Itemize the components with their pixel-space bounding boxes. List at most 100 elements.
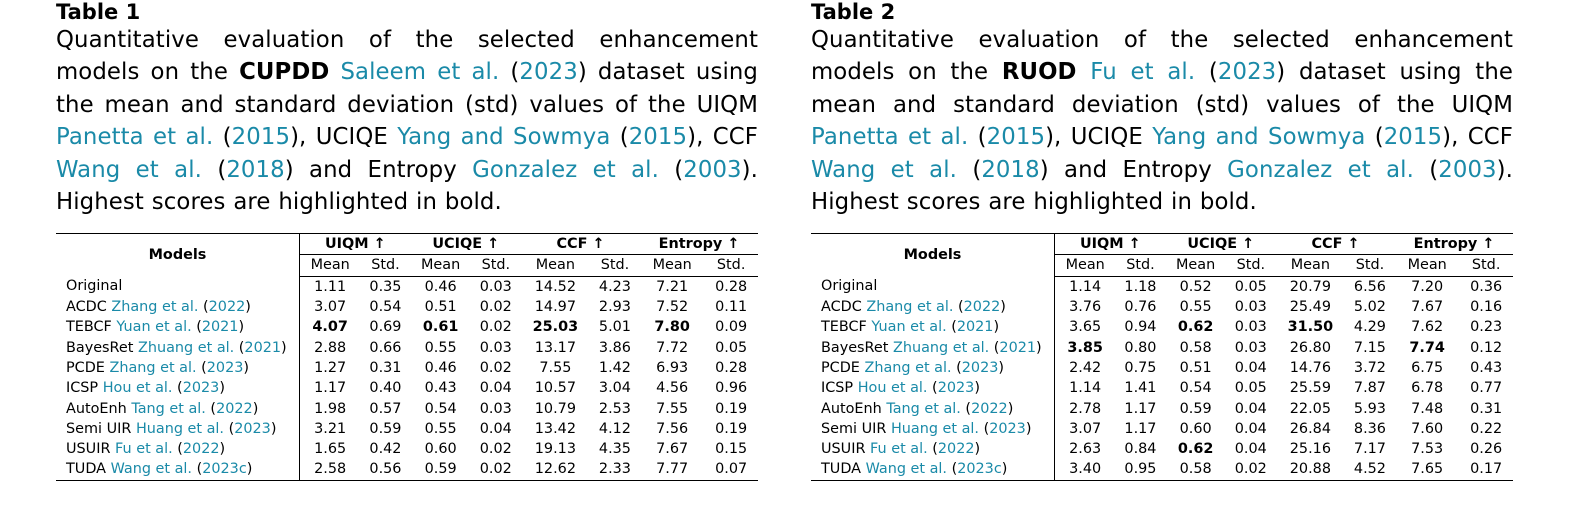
citation-link[interactable]: Zhang et al. — [111, 299, 199, 316]
model-name: AutoEnh — [66, 400, 127, 417]
citation-link[interactable]: Fu et al. — [115, 441, 173, 458]
citation-year[interactable]: 2022 — [971, 400, 1008, 417]
caption-text: ) dataset using the mean and standard de… — [811, 59, 1513, 118]
citation-link[interactable]: Gonzalez et al. — [1227, 156, 1414, 183]
model-cell: ICSP Hou et al. (2023) — [811, 378, 1055, 399]
value-cell: 3.85 — [1067, 339, 1103, 356]
caption-text: ( — [499, 59, 520, 86]
value-cell: 0.55 — [424, 339, 457, 356]
value-cell: 1.14 — [1069, 278, 1102, 295]
citation-link[interactable]: Yuan et al. — [116, 319, 192, 336]
citation-link[interactable]: Fu et al. — [870, 441, 928, 458]
citation-link[interactable]: 2018 — [226, 156, 285, 183]
citation-year[interactable]: 2023c — [957, 461, 1002, 478]
value-cell: 1.42 — [598, 359, 631, 376]
citation-link[interactable]: 2023 — [1217, 59, 1277, 86]
citation-year[interactable]: 2022 — [216, 400, 253, 417]
citation-link[interactable]: 2015 — [986, 124, 1046, 151]
value-cell: 13.17 — [534, 339, 576, 356]
value-cell: 4.29 — [1353, 319, 1386, 336]
citation-link[interactable]: Yang and Sowmya — [397, 124, 611, 151]
citation-link[interactable]: Tang et al. — [886, 400, 961, 417]
citation-year[interactable]: 2022 — [208, 299, 246, 316]
caption-text: ( — [658, 156, 684, 183]
table-block-2: Table 2 Quantitative evaluation of the se… — [811, 0, 1513, 481]
value-cell: 1.17 — [314, 380, 347, 397]
model-cell: AutoEnh Tang et al. (2022) — [811, 398, 1055, 419]
citation-link[interactable]: Wang et al. — [865, 461, 947, 478]
citation-year[interactable]: 2022 — [182, 441, 220, 458]
stat-header: Std. — [1115, 254, 1166, 277]
citation-link[interactable]: Yang and Sowmya — [1152, 124, 1366, 151]
citation-link[interactable]: Wang et al. — [110, 461, 192, 478]
stat-header: Mean — [410, 254, 471, 277]
citation-year[interactable]: 2021 — [201, 319, 239, 336]
model-name: PCDE — [66, 359, 105, 376]
citation-link[interactable]: Wang et al. — [811, 156, 958, 183]
citation-year[interactable]: 2023 — [206, 359, 244, 376]
citation-link[interactable]: Huang et al. — [890, 420, 979, 437]
value-cell: 0.09 — [715, 319, 748, 336]
table-title: Table 2 — [811, 0, 896, 24]
citation-link[interactable]: Zhang et al. — [866, 299, 954, 316]
citation-link[interactable]: Panetta et al. — [811, 124, 969, 151]
citation-link[interactable]: 2015 — [231, 124, 291, 151]
citation-link[interactable]: Hou et al. — [102, 380, 173, 397]
value-cell: 7.20 — [1411, 278, 1444, 295]
subheader-row: Mean Std. Mean Std. Mean Std. Mean Std. — [56, 254, 758, 277]
value-cell: 0.35 — [369, 278, 402, 295]
citation-link[interactable]: 2018 — [981, 156, 1040, 183]
citation-link[interactable]: Yuan et al. — [871, 319, 947, 336]
citation-year[interactable]: 2022 — [963, 299, 1001, 316]
value-cell: 0.03 — [479, 400, 512, 417]
citation-year[interactable]: 2021 — [244, 339, 282, 356]
model-cell: TEBCF Yuan et al. (2021) — [56, 317, 300, 338]
citation-year[interactable]: 2023 — [182, 380, 220, 397]
citation-year[interactable]: 2023 — [937, 380, 975, 397]
caption-text: ) dataset using the mean and standard de… — [56, 59, 759, 118]
citation-link[interactable]: Zhang et al. — [109, 359, 197, 376]
citation-link[interactable]: Tang et al. — [131, 400, 206, 417]
citation-year[interactable]: 2021 — [999, 339, 1037, 356]
citation-link[interactable]: Zhuang et al. — [893, 339, 990, 356]
citation-link[interactable]: 2003 — [683, 156, 742, 183]
citation-link[interactable]: Wang et al. — [56, 156, 203, 183]
citation-link[interactable]: Hou et al. — [857, 380, 928, 397]
value-cell: 0.54 — [424, 400, 457, 417]
citation-year[interactable]: 2023c — [202, 461, 247, 478]
table-row: PCDE Zhang et al. (2023) 1.27 0.31 0.46 0.02… — [56, 357, 758, 379]
citation-year[interactable]: 2023 — [989, 420, 1026, 437]
citation-link[interactable]: 2015 — [1383, 124, 1443, 151]
caption-text: ( — [610, 124, 629, 151]
citation-link[interactable]: 2003 — [1438, 156, 1497, 183]
citation-link[interactable]: Huang et al. — [135, 420, 224, 437]
citation-link[interactable]: 2015 — [628, 124, 688, 151]
caption-text: ( — [1365, 124, 1384, 151]
value-cell: 6.93 — [656, 359, 689, 376]
citation-year[interactable]: 2023 — [234, 420, 271, 437]
table-row: Semi UIR Huang et al. (2023) 3.07 1.17 0.60… — [811, 418, 1513, 439]
citation-link[interactable]: Saleem et al. — [340, 59, 500, 86]
metric-header: CCF ↑ — [1275, 232, 1396, 256]
table-row: TUDA Wang et al. (2023c) 3.40 0.95 0.58 0.02… — [811, 459, 1513, 481]
citation-link[interactable]: 2023 — [519, 59, 578, 86]
value-cell: 0.17 — [1459, 459, 1513, 481]
table-caption: Quantitative evaluation of the selected … — [811, 24, 1513, 218]
value-cell: 25.16 — [1289, 441, 1331, 458]
citation-link[interactable]: Zhuang et al. — [138, 339, 235, 356]
citation-link[interactable]: Fu et al. — [1090, 59, 1196, 86]
value-cell: 0.19 — [715, 400, 748, 417]
value-cell: 6.78 — [1411, 380, 1444, 397]
value-cell: 2.33 — [589, 459, 641, 481]
value-cell: 14.52 — [534, 278, 576, 295]
caption-text: ), UCIQE — [1045, 124, 1153, 151]
results-table: Models UIQM ↑ UCIQE ↑ CCF ↑ Entropy ↑ Mean Std… — [811, 232, 1513, 481]
value-cell: 0.59 — [410, 459, 471, 481]
citation-link[interactable]: Panetta et al. — [56, 124, 214, 151]
value-cell: 1.65 — [314, 441, 347, 458]
citation-year[interactable]: 2022 — [937, 441, 975, 458]
citation-link[interactable]: Zhang et al. — [864, 359, 952, 376]
citation-link[interactable]: Gonzalez et al. — [472, 156, 659, 183]
citation-year[interactable]: 2023 — [961, 359, 999, 376]
citation-year[interactable]: 2021 — [956, 319, 994, 336]
